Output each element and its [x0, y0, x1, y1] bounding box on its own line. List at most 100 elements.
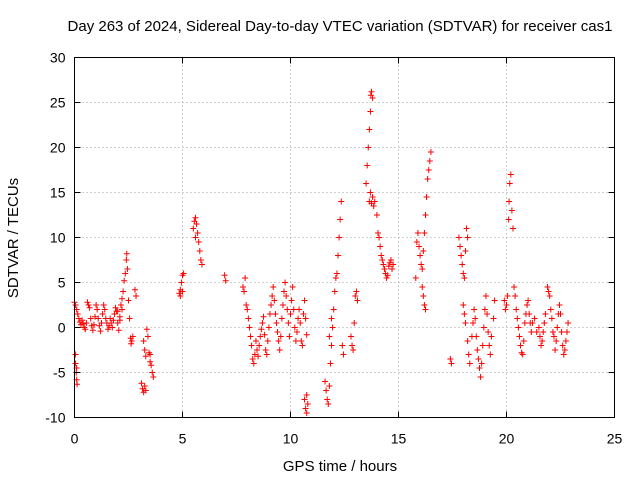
data-point-marker [414, 230, 421, 236]
data-point-marker [147, 358, 154, 365]
data-point-marker [525, 297, 532, 304]
data-point-marker [198, 261, 205, 268]
data-point-marker [150, 374, 157, 380]
data-point-marker [273, 320, 280, 326]
data-point-marker [192, 234, 199, 241]
data-point-marker [465, 351, 472, 358]
data-point-marker [283, 293, 290, 299]
data-point-marker [565, 320, 572, 326]
data-point-marker [551, 333, 558, 340]
x-tick-label: 15 [391, 431, 407, 447]
data-point-marker [241, 288, 248, 295]
data-point-marker [180, 270, 187, 277]
data-point-marker [119, 295, 126, 302]
data-point-marker [143, 326, 150, 333]
data-point-marker [302, 405, 309, 412]
data-point-marker [239, 284, 246, 290]
data-point-marker [506, 198, 513, 205]
data-point-marker [380, 261, 387, 268]
data-point-marker [412, 275, 419, 281]
data-point-marker [482, 293, 489, 299]
data-point-marker [473, 333, 480, 340]
data-point-marker [420, 248, 427, 254]
data-point-marker [120, 288, 127, 295]
data-point-marker [563, 329, 570, 335]
data-point-marker [195, 239, 202, 245]
data-point-marker [117, 302, 124, 308]
data-point-marker [254, 347, 261, 353]
data-point-marker [427, 149, 434, 155]
y-tick-label: 0 [58, 320, 66, 336]
data-point-marker [141, 347, 148, 353]
data-point-marker [123, 250, 130, 257]
data-point-marker [540, 329, 547, 335]
data-point-marker [255, 353, 262, 360]
data-point-marker [370, 203, 377, 209]
data-point-marker [243, 302, 250, 308]
data-point-marker [194, 230, 201, 236]
data-point-marker [265, 324, 272, 331]
data-point-marker [413, 239, 420, 245]
data-point-marker [126, 315, 133, 322]
data-point-marker [514, 315, 521, 322]
data-point-marker [501, 297, 508, 304]
data-point-marker [556, 302, 563, 308]
y-tick-label: 10 [50, 230, 66, 246]
data-point-marker [128, 340, 135, 347]
data-point-marker [369, 95, 376, 101]
data-point-marker [178, 279, 185, 286]
data-point-marker [461, 311, 468, 317]
data-point-marker [328, 342, 335, 349]
data-point-marker [292, 338, 299, 344]
data-point-marker [244, 306, 251, 313]
data-point-marker [289, 284, 296, 290]
data-point-marker [300, 311, 307, 317]
data-point-marker [458, 252, 465, 259]
data-point-marker [531, 315, 538, 322]
data-point-marker [296, 306, 303, 313]
data-point-marker [110, 317, 117, 324]
data-point-marker [542, 311, 549, 317]
data-point-marker [287, 311, 294, 317]
data-point-marker [303, 392, 310, 398]
data-point-marker [242, 275, 249, 281]
data-point-marker [271, 297, 278, 304]
data-point-marker [290, 306, 297, 313]
data-point-marker [109, 324, 116, 331]
data-point-marker [122, 270, 129, 277]
chart-title: Day 263 of 2024, Sidereal Day-to-day VTE… [68, 18, 613, 35]
data-point-marker [546, 293, 553, 299]
data-point-marker [419, 266, 426, 272]
data-point-marker [547, 306, 554, 313]
y-axis-label: SDTVAR / TECUs [5, 178, 22, 298]
data-point-marker [521, 320, 528, 326]
data-point-marker [142, 387, 149, 394]
data-point-marker [193, 221, 200, 227]
data-point-marker [92, 313, 99, 320]
x-tick-label: 20 [499, 431, 515, 447]
data-point-marker [249, 356, 256, 362]
grid-lines [74, 57, 615, 418]
data-point-marker [179, 288, 186, 295]
data-point-marker [365, 144, 372, 151]
data-point-marker [257, 333, 264, 340]
data-point-marker [299, 342, 306, 349]
data-point-marker [366, 126, 373, 133]
data-point-marker [72, 360, 79, 367]
data-point-marker [461, 275, 468, 281]
data-point-marker [418, 261, 425, 268]
data-point-marker [301, 297, 308, 304]
data-point-marker [142, 353, 149, 360]
data-point-marker [276, 347, 283, 353]
data-point-marker [470, 320, 477, 326]
data-point-marker [481, 306, 488, 313]
data-point-marker [221, 272, 228, 279]
data-point-marker [86, 304, 93, 311]
data-point-marker [353, 288, 360, 295]
data-point-marker [101, 306, 108, 313]
data-point-marker [324, 396, 331, 403]
data-point-marker [269, 293, 276, 299]
data-point-marker [284, 306, 291, 313]
data-point-marker [149, 369, 156, 376]
data-point-marker [291, 324, 298, 331]
